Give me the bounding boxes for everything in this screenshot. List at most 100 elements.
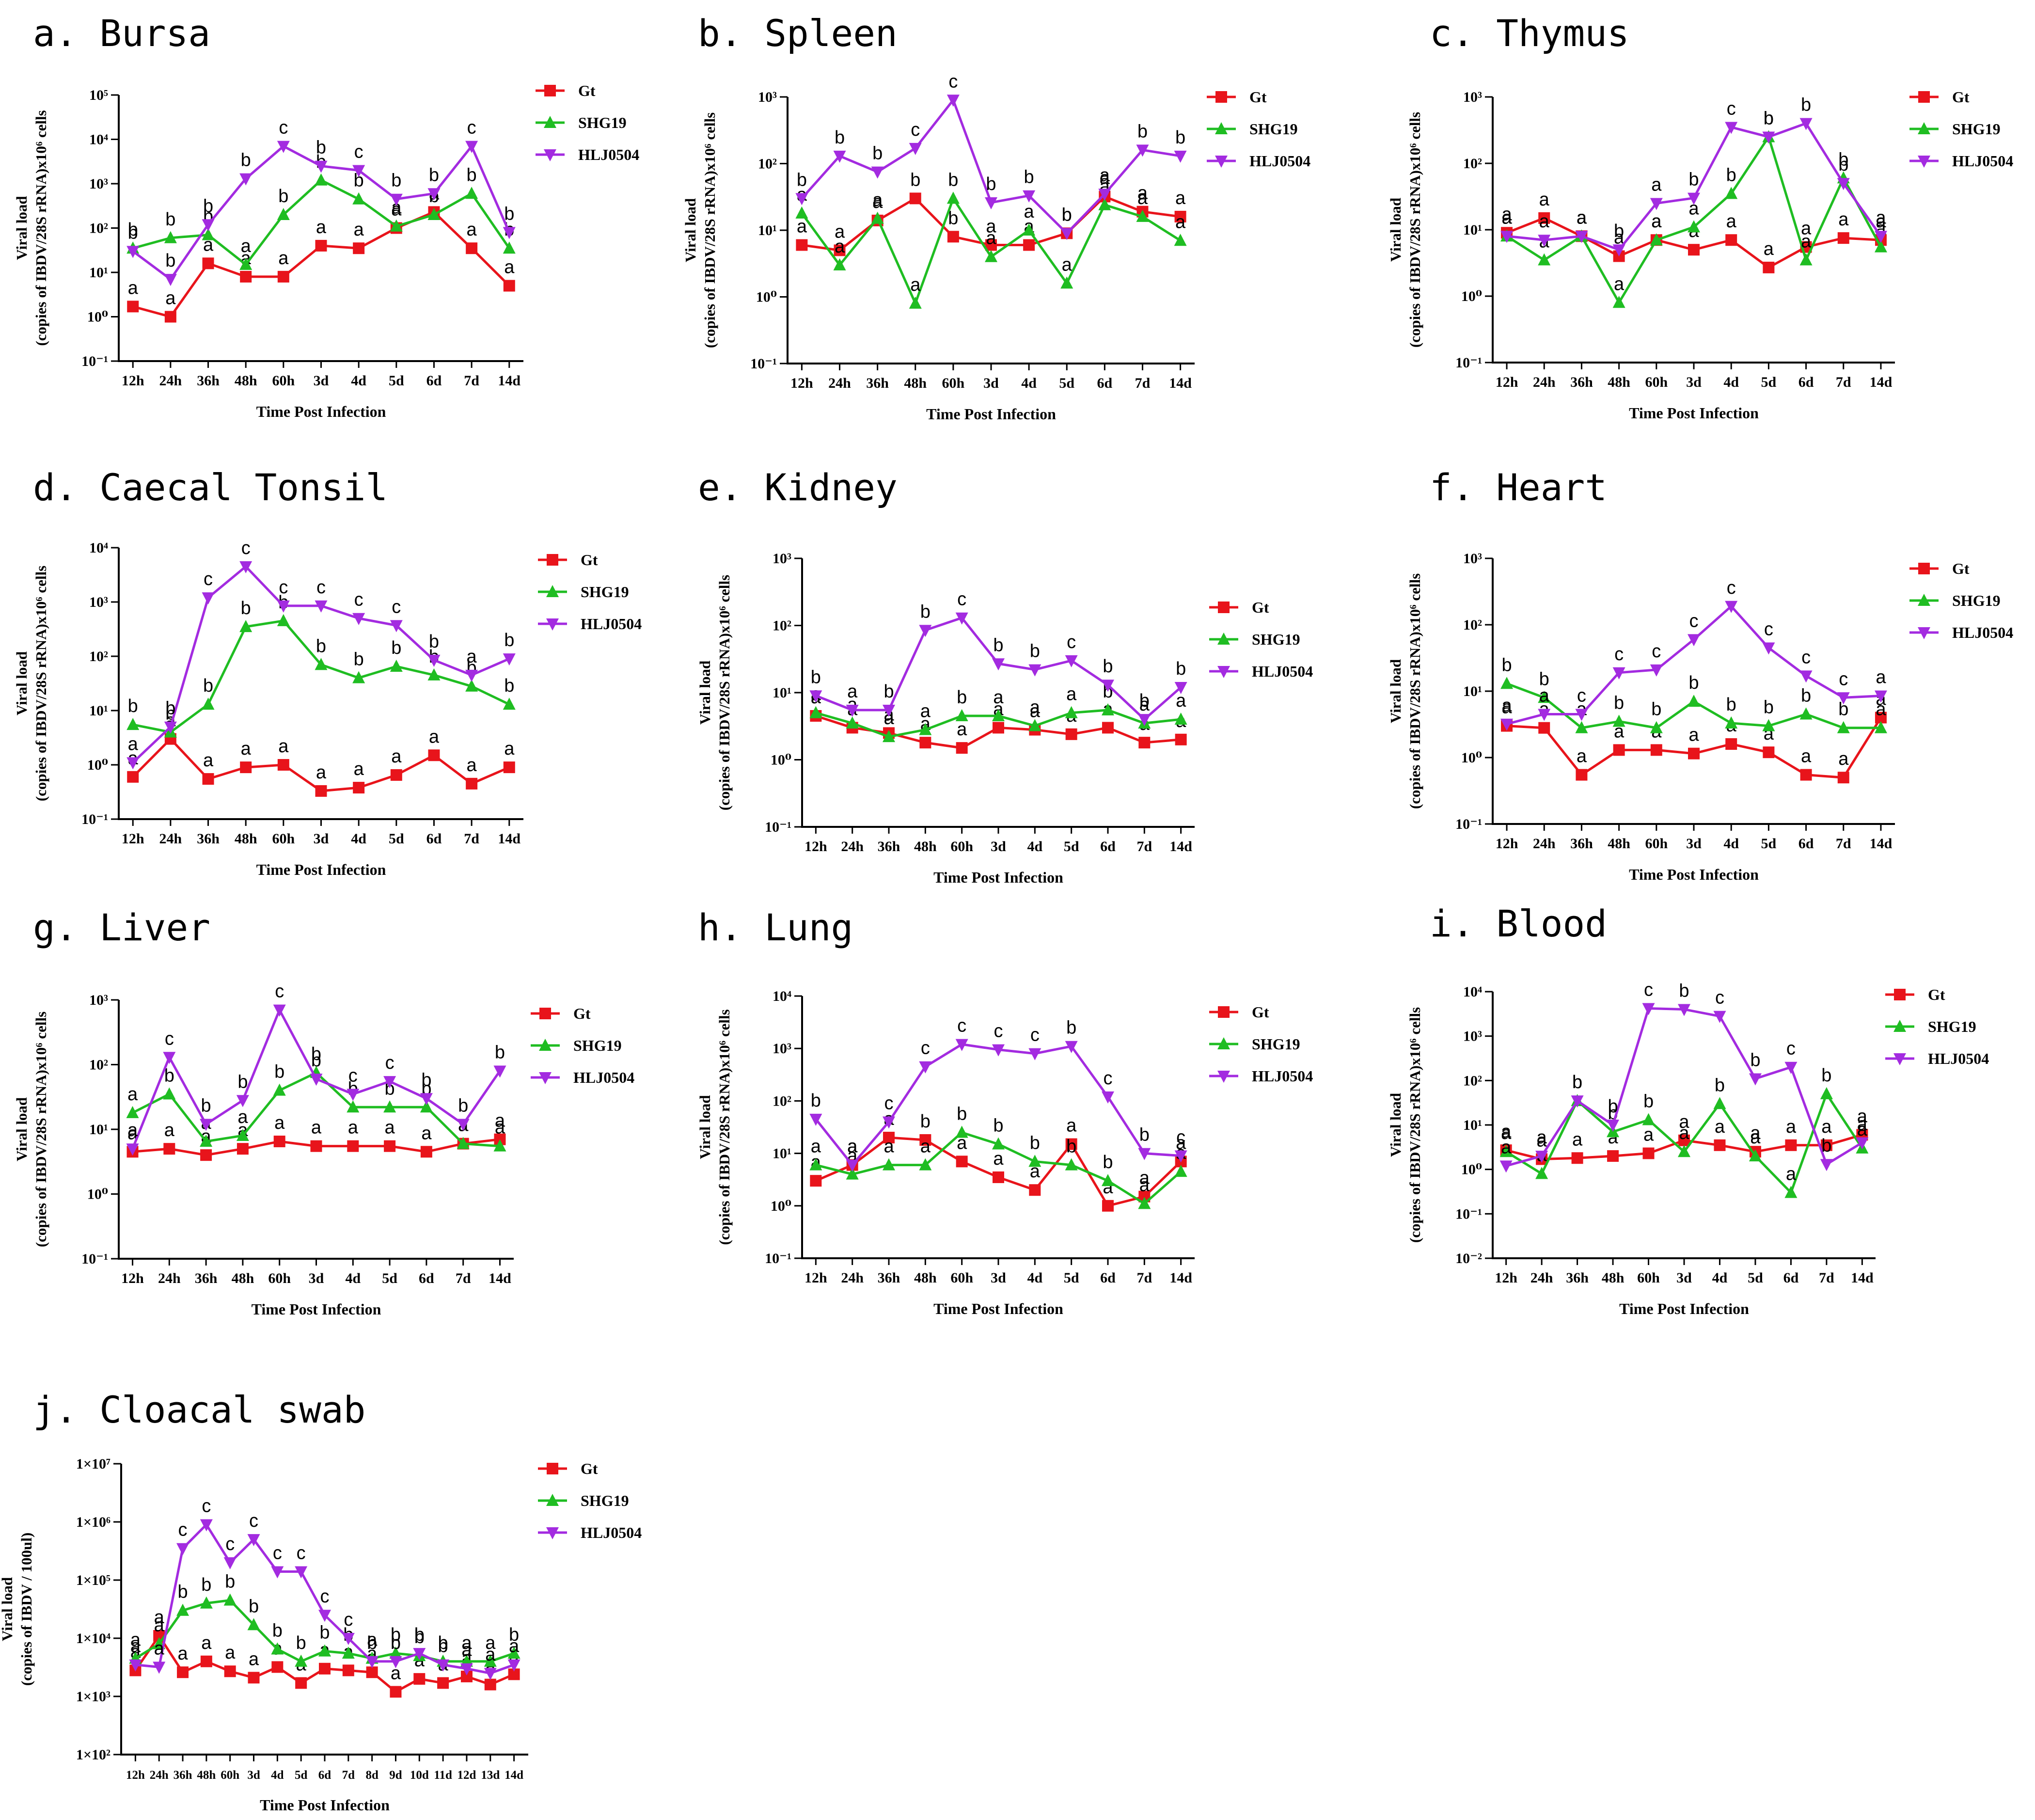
significance-letter: b bbox=[354, 649, 364, 670]
significance-letter: b bbox=[1679, 981, 1689, 1001]
data-point-hlj0504 bbox=[1101, 1091, 1114, 1104]
data-point-shg19 bbox=[795, 206, 808, 219]
data-point-hlj0504 bbox=[390, 620, 403, 633]
data-point-gt bbox=[384, 1140, 396, 1152]
significance-letter: b bbox=[1715, 1075, 1725, 1095]
significance-letter: b bbox=[957, 1104, 967, 1124]
data-point-hlj0504 bbox=[202, 219, 215, 232]
data-point-shg19 bbox=[383, 1100, 396, 1113]
significance-letter: c bbox=[279, 118, 288, 138]
data-point-hlj0504 bbox=[955, 1039, 968, 1051]
significance-letter: a bbox=[811, 1137, 821, 1157]
x-tick-label: 7d bbox=[1836, 836, 1851, 852]
x-tick-label: 60h bbox=[942, 375, 965, 391]
data-point-hlj0504 bbox=[365, 1656, 379, 1668]
significance-letter: a bbox=[1501, 696, 1512, 716]
significance-letter: a bbox=[311, 1118, 322, 1138]
x-axis-label: Time Post Infection bbox=[1619, 1300, 1749, 1317]
significance-letter: b bbox=[1838, 699, 1848, 720]
significance-letter: a bbox=[1100, 168, 1110, 189]
x-tick-label: 7d bbox=[1135, 375, 1151, 391]
significance-letter: b bbox=[201, 1575, 211, 1595]
y-tick-label: 10² bbox=[773, 1093, 791, 1109]
x-tick-label: 14d bbox=[505, 1769, 523, 1782]
legend-label: Gt bbox=[1952, 88, 1970, 106]
data-point-hlj0504 bbox=[1612, 667, 1625, 680]
data-point-hlj0504 bbox=[846, 704, 859, 717]
data-point-hlj0504 bbox=[247, 1534, 260, 1547]
significance-letter: a bbox=[1139, 1175, 1150, 1195]
significance-letter: b bbox=[1764, 108, 1774, 128]
significance-letter: a bbox=[467, 647, 477, 667]
data-point-hlj0504 bbox=[1642, 1003, 1655, 1015]
x-tick-label: 3d bbox=[309, 1270, 324, 1286]
x-tick-label: 6d bbox=[1100, 839, 1116, 855]
significance-letter: b bbox=[177, 1582, 188, 1602]
y-axis-label-line1: Viral load bbox=[1387, 198, 1404, 262]
data-point-gt bbox=[1688, 747, 1700, 760]
data-point-hlj0504 bbox=[1874, 231, 1887, 243]
x-tick-label: 12h bbox=[1495, 1270, 1517, 1286]
significance-letter: b bbox=[128, 220, 138, 240]
data-point-hlj0504 bbox=[1688, 192, 1700, 205]
y-tick-label: 10⁴ bbox=[773, 988, 791, 1004]
significance-letter: a bbox=[367, 1630, 378, 1650]
x-tick-label: 48h bbox=[1608, 836, 1630, 852]
legend-label: Gt bbox=[578, 82, 596, 99]
chart-panel-c: c. Thymus 10⁻¹ 10⁰ 10¹ 10² 10³ 12h 24h 36h 48h 60h… bbox=[1387, 12, 2013, 422]
x-tick-label: 14d bbox=[498, 831, 521, 847]
significance-letter: b bbox=[367, 1633, 377, 1653]
y-tick-label: 10⁴ bbox=[1463, 984, 1482, 1000]
data-point-hlj0504 bbox=[271, 1566, 284, 1579]
significance-letter: b bbox=[504, 676, 514, 696]
significance-letter: b bbox=[165, 698, 175, 719]
data-point-shg19 bbox=[1174, 712, 1187, 725]
y-axis-label-line1: Viral load bbox=[0, 1577, 16, 1641]
significance-letter: a bbox=[986, 217, 996, 237]
significance-letter: c bbox=[275, 981, 284, 1002]
data-point-shg19 bbox=[1538, 253, 1551, 266]
data-point-hlj0504 bbox=[1538, 709, 1551, 721]
x-tick-label: 60h bbox=[1645, 836, 1668, 852]
data-point-gt bbox=[956, 742, 968, 754]
data-point-hlj0504 bbox=[315, 160, 328, 173]
data-point-gt bbox=[315, 239, 327, 252]
significance-letter: b bbox=[241, 150, 251, 171]
x-tick-label: 3d bbox=[991, 1270, 1006, 1286]
significance-letter: a bbox=[1062, 254, 1073, 275]
significance-letter: a bbox=[1139, 695, 1150, 715]
significance-letter: b bbox=[1066, 1018, 1076, 1038]
x-axis-label: Time Post Infection bbox=[252, 1300, 381, 1318]
data-point-gt bbox=[390, 769, 402, 781]
data-point-shg19 bbox=[1725, 187, 1738, 199]
significance-letter: c bbox=[884, 1093, 894, 1113]
significance-letter: a bbox=[1501, 1122, 1512, 1142]
significance-letter: b bbox=[1801, 95, 1811, 115]
legend-label: Gt bbox=[581, 1460, 598, 1477]
data-point-shg19 bbox=[1138, 1197, 1151, 1209]
x-tick-label: 36h bbox=[195, 1270, 218, 1286]
significance-letter: b bbox=[1062, 205, 1072, 225]
data-point-gt bbox=[1065, 728, 1077, 740]
data-point-gt bbox=[1763, 261, 1775, 273]
significance-letter: b bbox=[1139, 1125, 1150, 1145]
y-axis-label-line1: Viral load bbox=[13, 1097, 30, 1161]
panel-title: c. Thymus bbox=[1430, 12, 1629, 55]
data-point-hlj0504 bbox=[277, 600, 290, 613]
y-tick-label: 10³ bbox=[89, 992, 108, 1008]
data-point-gt bbox=[1102, 722, 1114, 734]
significance-letter: b bbox=[1572, 1072, 1582, 1092]
significance-letter: a bbox=[1501, 207, 1512, 228]
significance-letter: a bbox=[1577, 207, 1587, 228]
significance-letter: a bbox=[485, 1633, 496, 1653]
y-tick-label: 10⁻¹ bbox=[81, 1251, 108, 1267]
x-tick-label: 9d bbox=[389, 1769, 402, 1782]
significance-letter: c bbox=[320, 1586, 330, 1607]
significance-letter: c bbox=[241, 538, 251, 558]
data-point-shg19 bbox=[315, 658, 328, 670]
data-point-hlj0504 bbox=[1138, 714, 1151, 727]
legend-marker-hlj0504 bbox=[546, 1527, 559, 1539]
significance-letter: a bbox=[920, 701, 931, 722]
data-point-shg19 bbox=[1575, 721, 1588, 733]
data-point-gt bbox=[883, 1132, 895, 1144]
